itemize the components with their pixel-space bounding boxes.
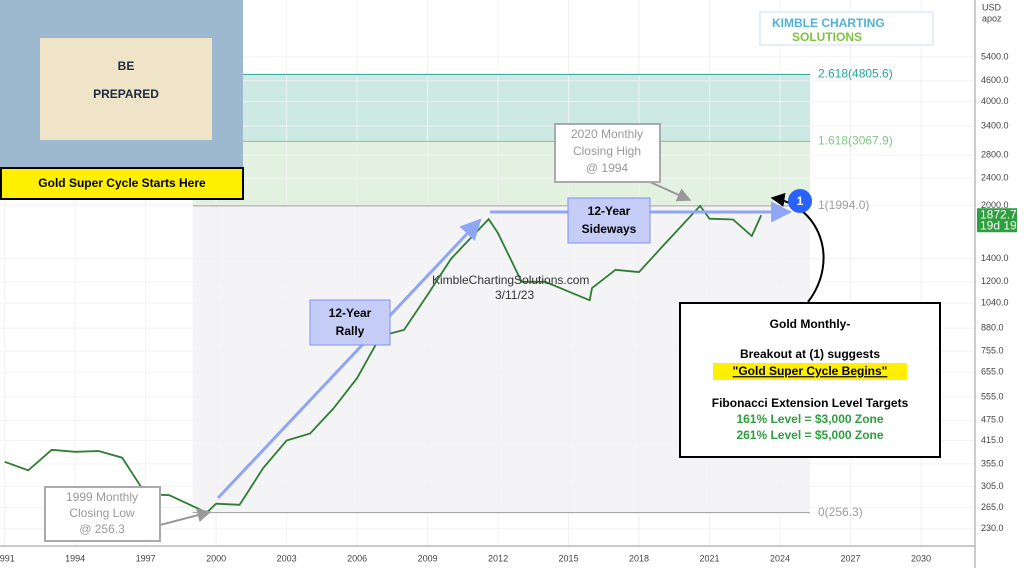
x-tick-label: 2018	[629, 553, 649, 563]
price-tag-label: 1872.7	[980, 207, 1017, 221]
logo-text: KIMBLE CHARTING	[772, 16, 885, 30]
fib-label: 1.618(3067.9)	[818, 134, 893, 148]
fib-label: 1(1994.0)	[818, 198, 869, 212]
x-tick-label: 2030	[911, 553, 931, 563]
currency: USD	[982, 2, 1002, 12]
callout-text: Closing Low	[69, 506, 135, 520]
callout-box	[309, 299, 391, 346]
callout-text: 12-Year	[588, 204, 631, 218]
callout-text: Closing High	[573, 144, 641, 158]
info-target: 161% Level = $3,000 Zone	[736, 412, 883, 426]
callout-text: 1999 Monthly	[66, 490, 138, 504]
inset-card	[40, 38, 212, 140]
info-target: 261% Level = $5,000 Zone	[736, 428, 883, 442]
y-tick-label: 305.0	[981, 481, 1004, 491]
callout-text: Sideways	[582, 222, 637, 236]
y-tick-label: 3400.0	[981, 120, 1009, 130]
x-tick-label: 2012	[488, 553, 508, 563]
info-text: Breakout at (1) suggests	[740, 347, 880, 361]
price-line	[4, 204, 763, 514]
callout-box	[44, 486, 161, 542]
unit-label: apoz	[982, 13, 1002, 23]
watermark: 3/11/23	[495, 288, 534, 302]
highlight	[713, 363, 907, 380]
x-tick-label: 2000	[206, 553, 226, 563]
y-tick-label: 555.0	[981, 391, 1004, 401]
info-title: Gold Monthly-	[770, 317, 851, 331]
x-tick-label: 2009	[418, 553, 438, 563]
low-arrow	[159, 508, 212, 526]
x-tick-label: 2006	[347, 553, 367, 563]
marker-label: 1	[797, 194, 804, 208]
x-tick-label: 1991	[0, 553, 15, 563]
callout-text: @ 1994	[586, 161, 629, 175]
fib-band	[192, 141, 810, 206]
y-tick-label: 2800.0	[981, 149, 1009, 159]
y-tick-label: 230.0	[981, 523, 1004, 533]
logo-text: SOLUTIONS	[792, 30, 862, 44]
y-tick-label: 4600.0	[981, 75, 1009, 85]
callout-text: 2020 Monthly	[571, 127, 643, 141]
y-tick-label: 265.0	[981, 502, 1004, 512]
watermark: KimbleChartingSolutions.com	[432, 273, 589, 287]
y-tick-label: 475.0	[981, 415, 1004, 425]
x-tick-label: 2015	[559, 553, 579, 563]
callout-text: @ 256.3	[79, 522, 125, 536]
y-tick-label: 2400.0	[981, 173, 1009, 183]
y-tick-label: 655.0	[981, 367, 1004, 377]
x-tick-label: 2003	[277, 553, 297, 563]
info-highlight: "Gold Super Cycle Begins"	[733, 364, 888, 378]
fib-label: 2.618(4805.6)	[818, 66, 893, 80]
y-tick-label: 4000.0	[981, 96, 1009, 106]
callout-text: Rally	[336, 324, 365, 338]
fib-band	[192, 74, 810, 142]
plot: 2.618(4805.6) 1.618(3067.9) 1(1994.0) 0(256…	[4, 66, 893, 519]
y-tick-label: 5400.0	[981, 51, 1009, 61]
y-tick-label: 1400.0	[981, 253, 1009, 263]
y-tick-label: 755.0	[981, 345, 1004, 355]
y-tick-label: 880.0	[981, 323, 1004, 333]
countdown: 19d 19h	[980, 218, 1023, 232]
y-tick-label: 415.0	[981, 435, 1004, 445]
y-tick-label: 355.0	[981, 458, 1004, 468]
x-tick-label: 2021	[700, 553, 720, 563]
y-tick-label: 1040.0	[981, 298, 1009, 308]
inset-caption-box	[0, 167, 244, 200]
inset-sign: BE	[118, 59, 135, 73]
high-arrow	[649, 181, 692, 202]
x-tick-label: 1994	[65, 553, 85, 563]
info-text: Fibonacci Extension Level Targets	[712, 396, 909, 410]
inset-caption: Gold Super Cycle Starts Here	[38, 176, 206, 190]
marker-circle	[788, 189, 812, 213]
inset-sign: PREPARED	[93, 87, 159, 101]
axes: 230.0 265.0 305.0 355.0 415.0 475.0 555.0 655.0…	[0, 51, 1023, 563]
logo-box	[759, 11, 934, 46]
price-tag	[977, 208, 1017, 233]
callout-text: 12-Year	[329, 306, 372, 320]
y-tick-label: 1200.0	[981, 276, 1009, 286]
y-tick-label: 2000.0	[981, 200, 1009, 210]
callout-box	[554, 123, 661, 183]
breakout-arrow	[770, 192, 825, 303]
callout-box	[567, 197, 651, 244]
x-tick-label: 2027	[840, 553, 860, 563]
fib-label: 0(256.3)	[818, 505, 863, 519]
rally-arrow	[216, 218, 482, 500]
x-tick-label: 1997	[136, 553, 156, 563]
x-tick-label: 2024	[770, 553, 790, 563]
